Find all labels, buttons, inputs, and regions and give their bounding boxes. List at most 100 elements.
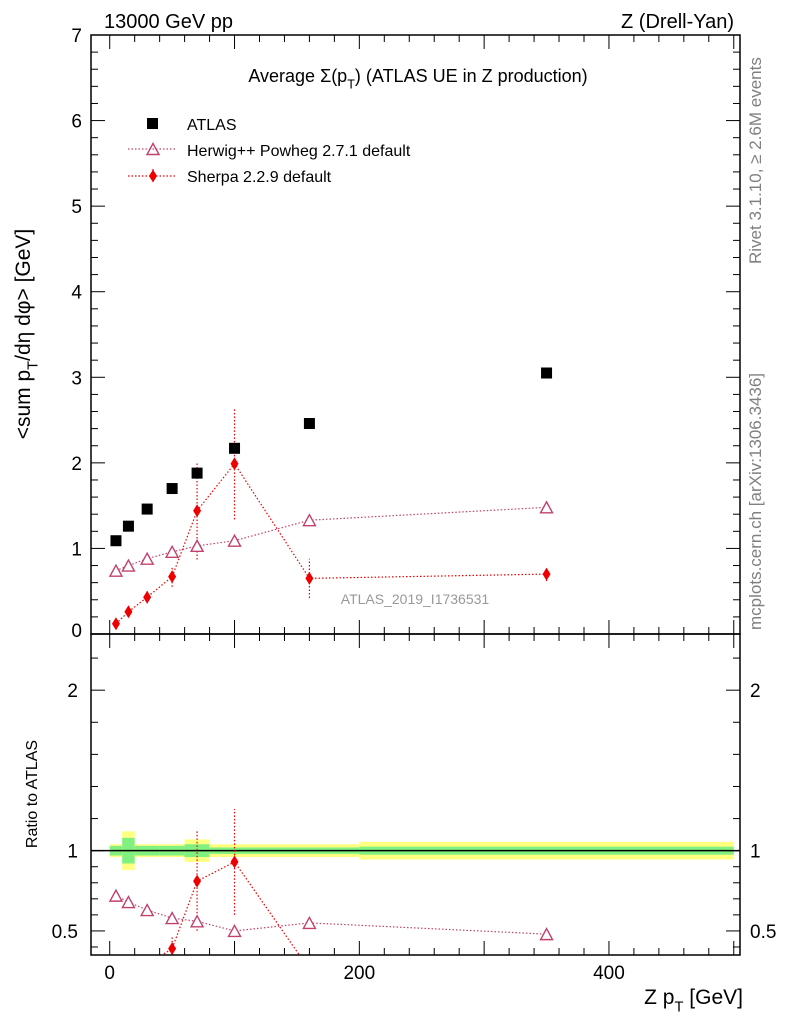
herwig-data-point <box>302 513 317 527</box>
sherpa-line <box>115 462 547 625</box>
herwig-data-point <box>189 538 205 553</box>
process-label: Z (Drell-Yan) <box>621 11 734 33</box>
atlas-data-point <box>191 467 203 479</box>
ratio-y-tick-label-right: 0.5 <box>750 922 776 943</box>
ratio-y-tick-label-right: 1 <box>750 842 761 863</box>
main-y-tick-label: 3 <box>71 368 82 389</box>
ratio-x-axis: 0 200 400 <box>104 634 735 984</box>
ratio-frame <box>90 633 741 956</box>
ratio-panel: 0.5 0.5 1 1 2 2 0 200 400 Ratio to ATLAS Z pT [… <box>24 633 776 1015</box>
herwig-line <box>115 506 547 572</box>
ratio-y-tick-label: 2 <box>67 681 78 702</box>
herwig-ratio-point <box>121 895 136 909</box>
legend-marker-sherpa <box>128 169 176 183</box>
legend-marker-herwig <box>128 142 176 156</box>
main-x-axis-ticks <box>109 35 735 634</box>
atlas-data-point <box>141 503 153 515</box>
x-tick-label: 200 <box>343 963 375 984</box>
herwig-data-point <box>539 500 554 514</box>
sherpa-ratio-point <box>230 855 239 869</box>
label-part: Z p <box>644 986 674 1009</box>
label-subscript: T <box>347 77 355 91</box>
analysis-watermark: ATLAS_2019_I1736531 <box>341 591 490 607</box>
label-part: [GeV] <box>683 986 743 1009</box>
main-y-tick-label: 1 <box>71 539 82 560</box>
main-y-axis: 0 1 2 3 4 5 6 7 <box>71 26 740 642</box>
main-series-layer <box>108 367 554 631</box>
legend: ATLAS Herwig++ Powheg 2.7.1 default Sher… <box>128 117 411 186</box>
label-part: /dη dφ> [GeV] <box>12 229 35 361</box>
rivet-version-label: Rivet 3.1.10, ≥ 2.6M events <box>746 57 765 264</box>
herwig-ratio-line <box>115 895 547 935</box>
herwig-ratio-point <box>164 911 180 925</box>
main-y-axis-label-text: <sum pT/dη dφ> [GeV] <box>12 229 41 440</box>
herwig-data-point <box>227 533 242 547</box>
main-y-tick-label: 5 <box>71 197 82 218</box>
sherpa-ratio-point <box>543 968 551 981</box>
herwig-ratio-point <box>227 923 242 938</box>
sherpa-data-point <box>193 504 202 518</box>
main-y-tick-label: 0 <box>71 621 82 642</box>
chart-title-text: Average Σ(pT) (ATLAS UE in Z production) <box>248 66 587 91</box>
label-part: Average Σ(p <box>248 66 347 86</box>
legend-marker-atlas <box>147 118 158 129</box>
atlas-data-point <box>303 417 315 429</box>
herwig-ratio-point <box>108 888 124 902</box>
atlas-data-point <box>541 367 553 379</box>
herwig-data-point <box>108 563 124 577</box>
herwig-ratio-point <box>139 903 155 917</box>
label-subscript: T <box>674 999 683 1015</box>
ratio-y-axis: 0.5 0.5 1 1 2 2 <box>52 657 776 948</box>
legend-label-atlas: ATLAS <box>187 117 237 134</box>
sherpa-data-point <box>111 617 120 631</box>
sherpa-ratio-point <box>112 987 120 1000</box>
herwig-data-point <box>121 558 136 572</box>
collision-energy-label: 13000 GeV pp <box>104 11 233 33</box>
atlas-data-point <box>166 483 178 495</box>
sherpa-data-point <box>143 590 152 604</box>
herwig-data-point <box>164 544 180 559</box>
ratio-y-tick-label-right: 2 <box>750 681 761 702</box>
herwig-ratio-point <box>189 914 205 928</box>
sherpa-ratio-point <box>193 874 202 888</box>
label-part: <sum p <box>12 370 35 439</box>
atlas-data-point <box>110 535 122 547</box>
x-tick-label: 400 <box>593 963 625 984</box>
herwig-data-point <box>139 551 155 565</box>
ratio-y-axis-label: Ratio to ATLAS <box>24 740 41 848</box>
main-y-tick-label: 2 <box>71 454 82 475</box>
sherpa-ratio-point <box>143 958 151 971</box>
main-y-axis-label: <sum pT/dη dφ> [GeV] <box>12 229 41 440</box>
sherpa-ratio-line <box>161 861 301 955</box>
ratio-y-tick-label: 1 <box>67 842 78 863</box>
legend-label-sherpa: Sherpa 2.2.9 default <box>187 169 332 186</box>
sherpa-data-point <box>230 457 239 471</box>
ratio-series-layer <box>108 808 554 1000</box>
herwig-ratio-point <box>302 915 317 930</box>
ratio-y-tick-label: 0.5 <box>52 922 78 943</box>
sherpa-data-point <box>168 570 177 584</box>
label-subscript: T <box>25 361 41 370</box>
x-tick-label: 0 <box>104 963 115 984</box>
chart-title: Average Σ(pT) (ATLAS UE in Z production) <box>248 66 587 91</box>
mcplots-reference-label: mcplots.cern.ch [arXiv:1306.3436] <box>746 373 765 630</box>
label-part: ) (ATLAS UE in Z production) <box>355 66 588 86</box>
sherpa-ratio-point <box>124 971 132 984</box>
atlas-data-point <box>122 520 134 532</box>
atlas-data-point <box>229 442 241 454</box>
sherpa-ratio-point <box>168 942 177 955</box>
sherpa-data-point <box>305 571 314 585</box>
x-axis-label: Z pT [GeV] <box>644 986 743 1015</box>
x-axis-label-text: Z pT [GeV] <box>644 986 743 1015</box>
herwig-ratio-point <box>539 927 554 941</box>
sherpa-data-point <box>542 567 551 581</box>
legend-label-herwig: Herwig++ Powheg 2.7.1 default <box>187 143 411 160</box>
main-y-tick-label: 7 <box>71 26 82 47</box>
sherpa-ratio-point <box>305 963 313 976</box>
main-y-tick-label: 4 <box>71 283 82 304</box>
main-y-tick-label: 6 <box>71 112 82 133</box>
sherpa-data-point <box>124 605 133 619</box>
ratio-uncertainty-bands <box>91 831 740 870</box>
